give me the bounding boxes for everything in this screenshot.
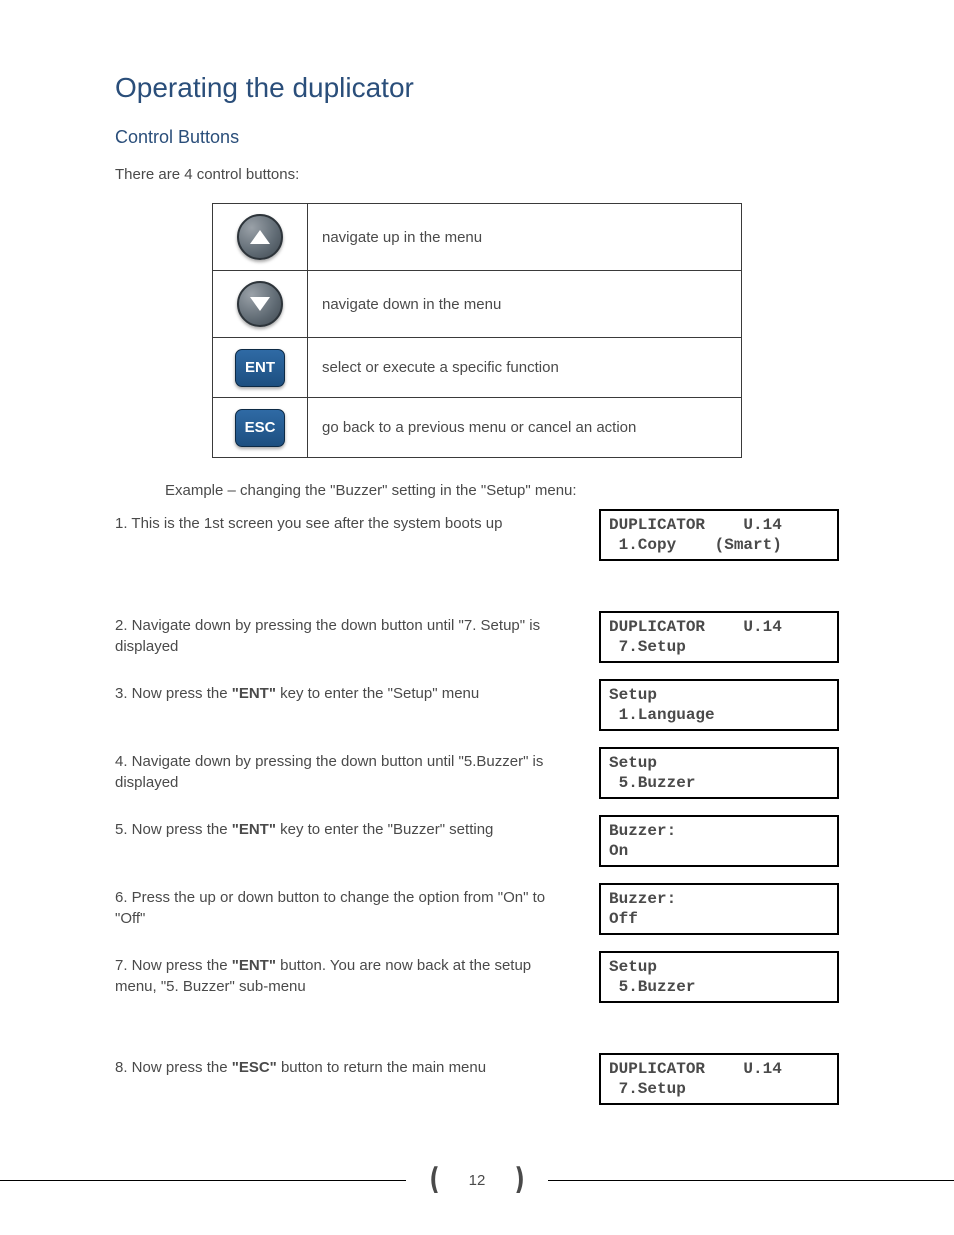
step-text: 6. Press the up or down button to change… — [115, 883, 571, 929]
cell-desc: go back to a previous menu or cancel an … — [308, 398, 742, 458]
step-text: 4. Navigate down by pressing the down bu… — [115, 747, 571, 793]
steps-grid: 1. This is the 1st screen you see after … — [115, 509, 839, 1105]
lcd-display: Buzzer: On — [599, 815, 839, 867]
table-row: ENT select or execute a specific functio… — [213, 338, 742, 398]
cell-icon — [213, 271, 308, 338]
button-table: navigate up in the menu navigate down in… — [212, 203, 742, 458]
page-number: 12 — [463, 1170, 492, 1191]
lcd-display: Setup 5.Buzzer — [599, 951, 839, 1003]
step-text: 2. Navigate down by pressing the down bu… — [115, 611, 571, 657]
lcd-display: DUPLICATOR U.14 7.Setup — [599, 1053, 839, 1105]
table-row: navigate up in the menu — [213, 204, 742, 271]
page-title: Operating the duplicator — [115, 68, 839, 107]
table-row: ESC go back to a previous menu or cancel… — [213, 398, 742, 458]
brace-right-icon: ❫ — [510, 1165, 530, 1195]
lcd-display: DUPLICATOR U.14 1.Copy (Smart) — [599, 509, 839, 561]
step-text: 5. Now press the "ENT" key to enter the … — [115, 815, 571, 840]
step-text: 1. This is the 1st screen you see after … — [115, 509, 571, 534]
step-text: 8. Now press the "ESC" button to return … — [115, 1053, 571, 1078]
page: Operating the duplicator Control Buttons… — [0, 0, 954, 1235]
step-text: 3. Now press the "ENT" key to enter the … — [115, 679, 571, 704]
cell-icon — [213, 204, 308, 271]
down-button-icon — [237, 281, 283, 327]
example-intro: Example – changing the "Buzzer" setting … — [165, 480, 839, 501]
cell-desc: select or execute a specific function — [308, 338, 742, 398]
intro-text: There are 4 control buttons: — [115, 164, 839, 185]
cell-desc: navigate down in the menu — [308, 271, 742, 338]
lcd-display: Buzzer: Off — [599, 883, 839, 935]
section-heading: Control Buttons — [115, 125, 839, 150]
esc-button-icon: ESC — [235, 409, 285, 447]
up-button-icon — [237, 214, 283, 260]
footer-rule-left — [0, 1180, 406, 1181]
footer-rule-right — [548, 1180, 954, 1181]
page-footer: ❪ 12 ❫ — [0, 1165, 954, 1195]
step-text: 7. Now press the "ENT" button. You are n… — [115, 951, 571, 997]
brace-left-icon: ❪ — [424, 1165, 444, 1195]
lcd-display: DUPLICATOR U.14 7.Setup — [599, 611, 839, 663]
cell-icon: ENT — [213, 338, 308, 398]
cell-icon: ESC — [213, 398, 308, 458]
lcd-display: Setup 5.Buzzer — [599, 747, 839, 799]
table-row: navigate down in the menu — [213, 271, 742, 338]
cell-desc: navigate up in the menu — [308, 204, 742, 271]
lcd-display: Setup 1.Language — [599, 679, 839, 731]
ent-button-icon: ENT — [235, 349, 285, 387]
